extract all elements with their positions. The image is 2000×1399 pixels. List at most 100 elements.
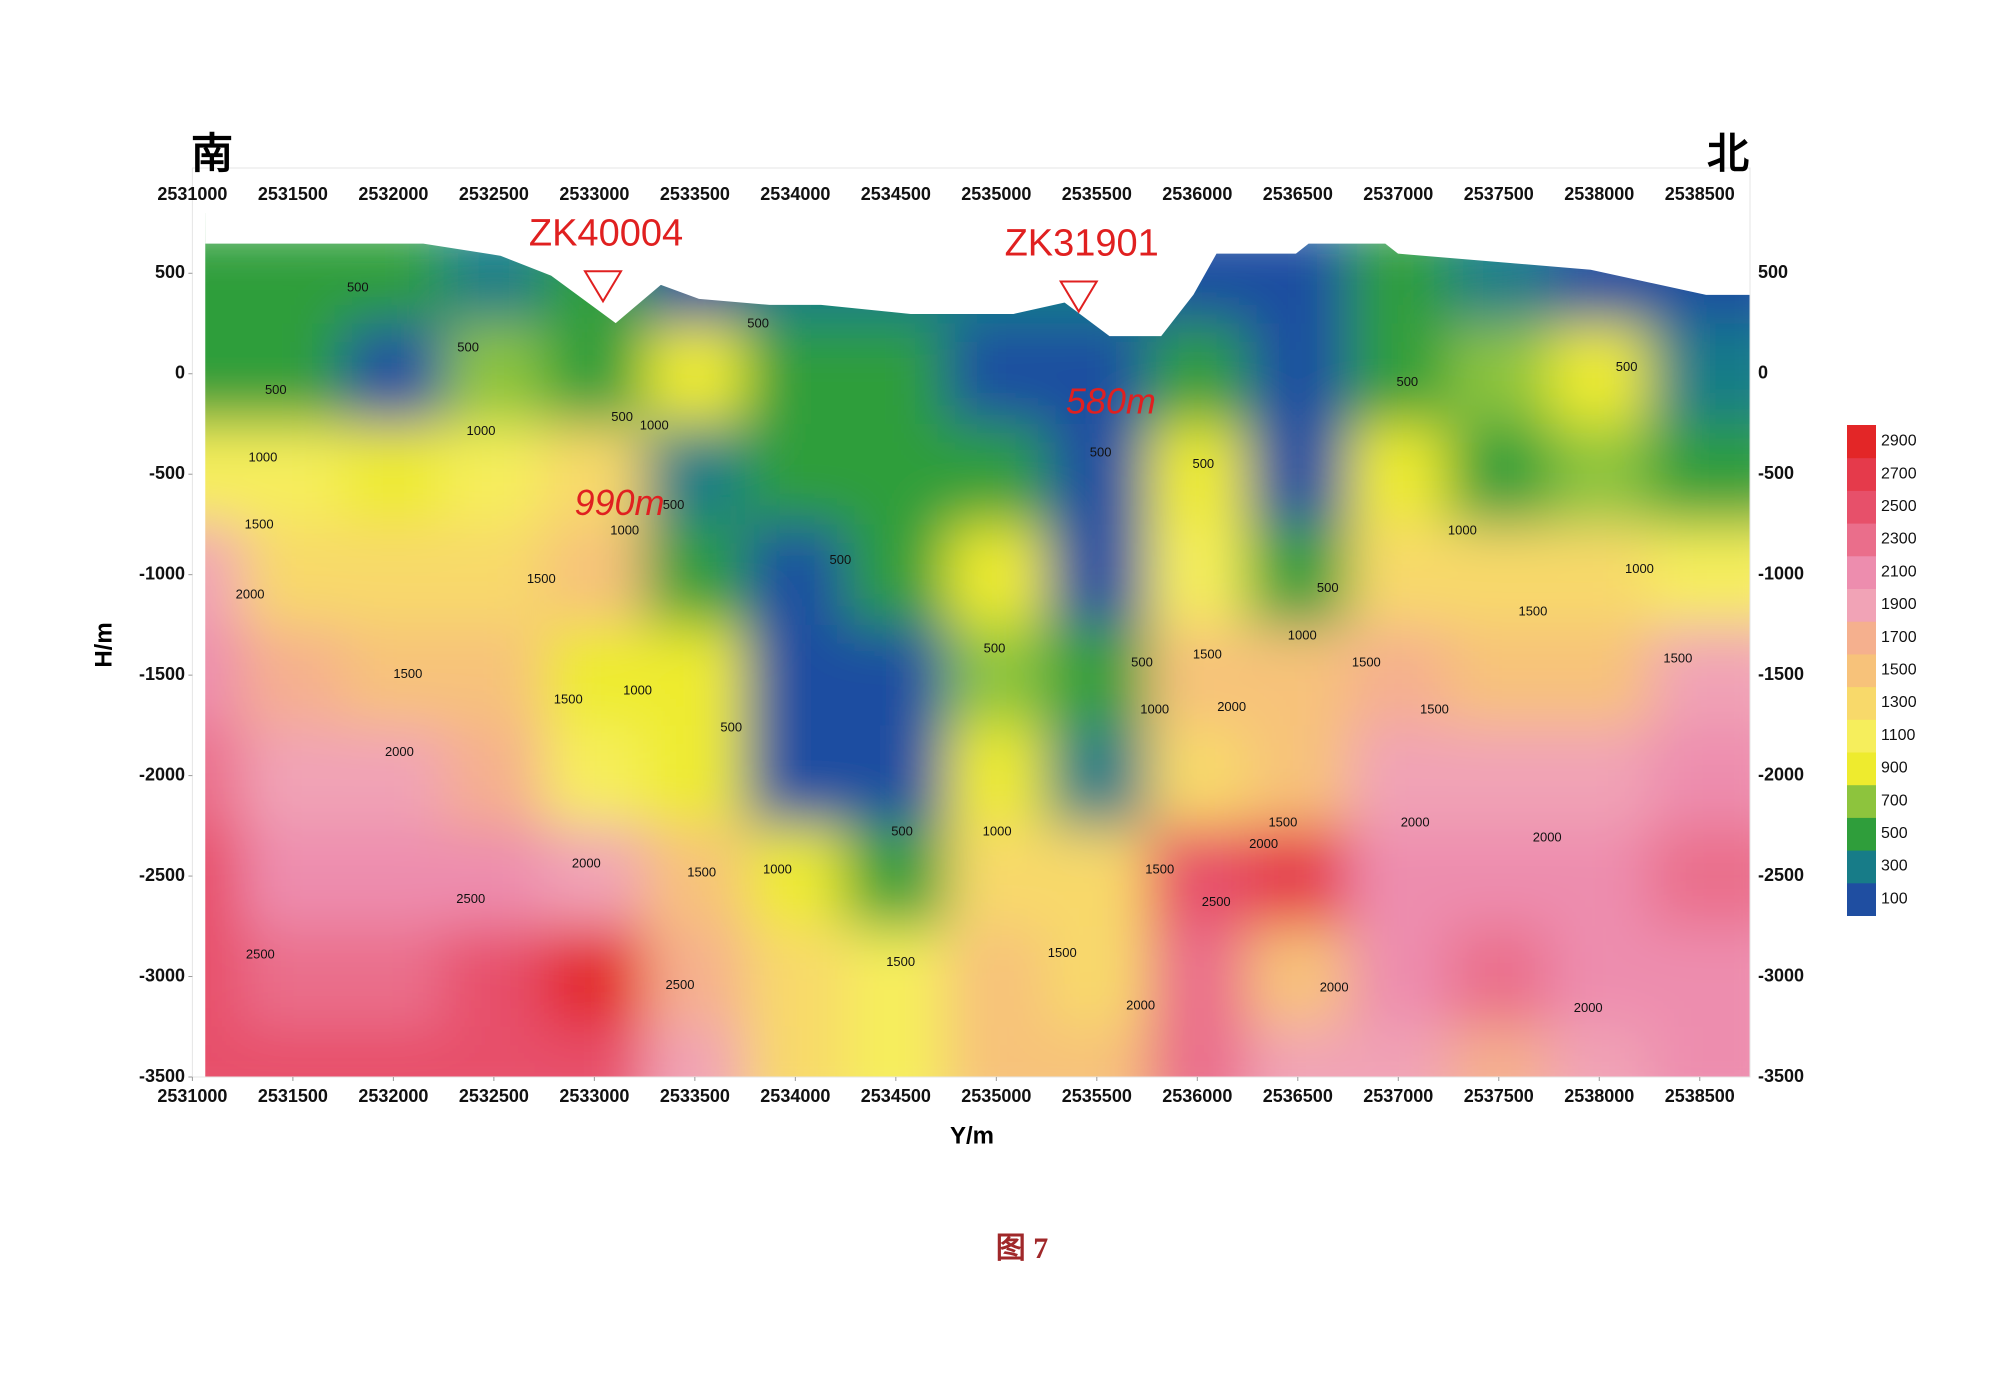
figure-caption: 图 7	[996, 1232, 1049, 1265]
x-tick-label-top: 2538000	[1564, 184, 1634, 204]
contour-label: 2000	[1249, 836, 1278, 851]
field-cell	[946, 825, 1048, 928]
contour-label: 1500	[1352, 654, 1381, 669]
x-tick-label-bottom: 2531000	[157, 1086, 227, 1106]
contour-label: 1000	[610, 523, 639, 538]
colorbar-label: 1500	[1881, 661, 1917, 678]
field-cell	[946, 323, 1048, 425]
colorbar-band	[1847, 555, 1876, 589]
left-margin-mask	[187, 208, 206, 1082]
overlay: 2531000 2531000 2531500 2531500 2532000 25320…	[139, 167, 1917, 1106]
field-cell	[343, 423, 445, 526]
colorbar-label: 900	[1881, 760, 1908, 777]
field-cell	[1348, 926, 1450, 1028]
colorbar-label: 500	[1881, 825, 1908, 842]
field-cell	[644, 524, 747, 626]
field-cell	[242, 524, 345, 626]
y-tick-label-left: -2500	[139, 865, 185, 885]
y-tick-label-left: -500	[149, 463, 185, 483]
field-cell	[644, 825, 747, 928]
colorbar-band	[1847, 523, 1876, 557]
contour-label: 500	[1396, 374, 1418, 389]
contour-label: 1500	[1663, 651, 1692, 666]
field-cell	[544, 725, 646, 827]
x-tick-label-top: 2535000	[961, 184, 1031, 204]
y-tick-label-left: 0	[175, 362, 185, 382]
field-cell	[1046, 624, 1149, 727]
y-tick-label-left: -3500	[139, 1066, 185, 1086]
contour-label: 1000	[248, 450, 277, 465]
y-tick-label-right: 0	[1758, 362, 1768, 382]
x-tick-label-bottom: 2536500	[1263, 1086, 1333, 1106]
field-cell	[1549, 825, 1651, 928]
contour-label: 2500	[1202, 894, 1231, 909]
colorbar-label: 2100	[1881, 563, 1917, 580]
colorbar-band	[1847, 653, 1876, 688]
contour-label: 500	[1616, 359, 1638, 374]
x-tick-label-top: 2534500	[861, 184, 931, 204]
field-cell	[1549, 926, 1651, 1028]
contour-label: 2000	[1401, 814, 1430, 829]
x-tick-label-bottom: 2534500	[861, 1086, 931, 1106]
contour-label: 1000	[1448, 523, 1477, 538]
field-cell	[242, 825, 345, 928]
contour-label: 2000	[1574, 1000, 1603, 1015]
field-cell	[845, 1026, 948, 1077]
field-cell	[745, 323, 847, 425]
x-tick-label-bottom: 2535500	[1062, 1086, 1132, 1106]
contour-label: 1000	[1140, 702, 1169, 717]
left-direction: 南	[191, 130, 233, 177]
plot-frame	[191, 167, 1751, 1078]
y-tick-label-left: -3000	[139, 965, 185, 985]
colorbar-band	[1847, 752, 1876, 786]
field-cell	[845, 926, 948, 1028]
field-cell	[1448, 1026, 1551, 1077]
x-tick-label-top: 2531500	[258, 184, 328, 204]
field-cell	[1549, 524, 1651, 626]
x-tick-label-top: 2535500	[1062, 184, 1132, 204]
borehole-marker	[1058, 280, 1099, 314]
field-cell	[343, 825, 445, 928]
field-cell	[745, 926, 847, 1028]
depth-label: 990m	[574, 482, 664, 523]
field-cell	[1549, 323, 1651, 425]
contour-label: 1000	[640, 418, 669, 433]
contour-label: 500	[747, 315, 769, 330]
contour-label: 500	[265, 382, 287, 397]
colorbar-label: 2900	[1881, 433, 1917, 450]
contour-label: 1500	[1518, 603, 1547, 618]
field-cell	[544, 1026, 646, 1077]
colorbar-label: 1900	[1881, 596, 1917, 613]
field-cell	[946, 423, 1048, 526]
y-tick-label-left: 500	[155, 262, 185, 282]
y-tick-label-right: -3500	[1758, 1066, 1804, 1086]
field-cell	[946, 725, 1048, 827]
field-cell	[1448, 524, 1551, 626]
field-cell	[845, 624, 948, 727]
field-cell	[1448, 926, 1551, 1028]
x-tick-label-bottom: 2537000	[1363, 1086, 1433, 1106]
colorbar-band	[1847, 817, 1876, 851]
field-cell	[1247, 423, 1350, 526]
field-cell	[1448, 624, 1551, 727]
field-cell	[1247, 825, 1350, 928]
colorbar-label: 1100	[1881, 727, 1916, 744]
colorbar-label: 100	[1881, 890, 1908, 907]
field-cell	[845, 323, 948, 425]
field-cell	[845, 524, 948, 626]
x-tick-label-bottom: 2534000	[760, 1086, 830, 1106]
contour-label: 500	[720, 720, 742, 735]
contour-label: 2000	[385, 744, 414, 759]
x-tick-label-top: 2533000	[559, 184, 629, 204]
contour-label: 1000	[1625, 561, 1654, 576]
field-cell	[443, 1026, 546, 1077]
field-cell	[242, 725, 345, 827]
field-cell	[1348, 825, 1450, 928]
field-cell	[845, 423, 948, 526]
contour-label: 500	[663, 497, 685, 512]
contour-label: 1000	[623, 683, 652, 698]
x-tick-label-top: 2536000	[1162, 184, 1232, 204]
field-cell	[1649, 423, 1750, 526]
x-tick-label-bottom: 2538000	[1564, 1086, 1634, 1106]
